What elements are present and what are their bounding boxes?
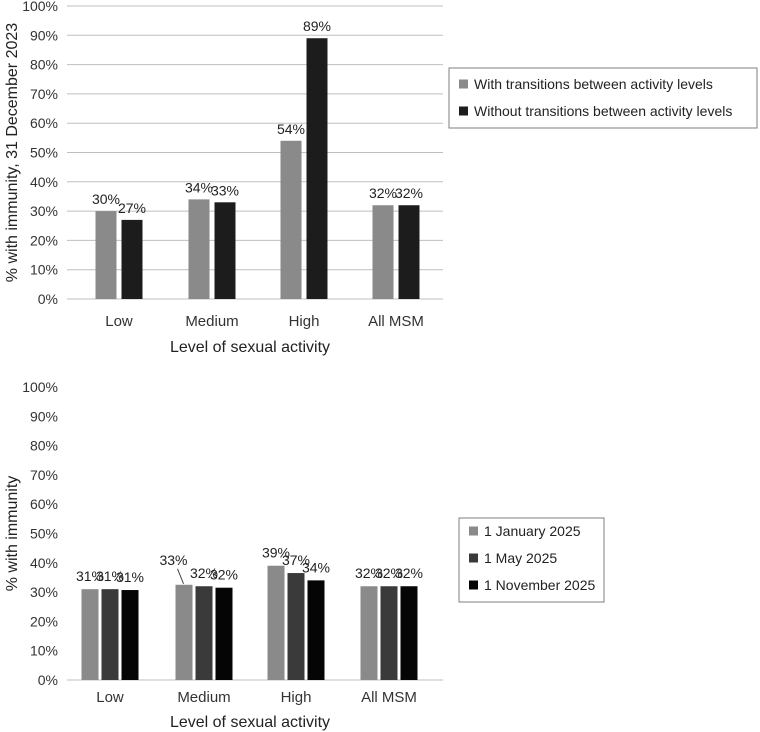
x-tick-label: High <box>289 313 320 330</box>
chart-immunity-2025: 0%10%20%30%40%50%60%70%80%90%100%31%31%3… <box>4 379 605 731</box>
x-axis-title: Level of sexual activity <box>170 714 330 731</box>
data-label: 89% <box>303 18 331 34</box>
data-label: 27% <box>118 200 146 216</box>
y-tick-label: 0% <box>38 672 58 688</box>
bar <box>215 587 233 680</box>
y-tick-label: 60% <box>30 496 58 512</box>
legend-label: Without transitions between activity lev… <box>474 103 732 119</box>
data-label: 31% <box>96 568 124 584</box>
bar <box>307 580 325 680</box>
x-tick-label: High <box>281 689 312 706</box>
x-axis-title: Level of sexual activity <box>170 339 330 356</box>
data-label: 54% <box>277 121 305 137</box>
y-tick-label: 40% <box>30 174 58 190</box>
legend-swatch <box>459 106 468 116</box>
bar <box>398 205 420 299</box>
data-label: 31% <box>76 568 104 584</box>
y-tick-label: 80% <box>30 57 58 73</box>
bar <box>400 586 418 680</box>
data-label: 30% <box>92 191 120 207</box>
y-tick-label: 50% <box>30 145 58 161</box>
bar <box>121 219 143 299</box>
legend-swatch <box>459 79 468 89</box>
y-tick-label: 100% <box>22 0 58 14</box>
y-tick-label: 70% <box>30 86 58 102</box>
bar <box>101 589 119 680</box>
bar <box>280 140 302 299</box>
y-tick-label: 20% <box>30 232 58 248</box>
x-tick-label: Medium <box>185 313 238 330</box>
y-tick-label: 100% <box>22 379 58 395</box>
data-label: 32% <box>190 565 218 581</box>
y-tick-label: 30% <box>30 203 58 219</box>
legend-swatch <box>469 580 478 590</box>
y-tick-label: 0% <box>38 291 58 307</box>
data-label: 33% <box>159 552 187 568</box>
data-label: 37% <box>282 552 310 568</box>
bar <box>306 38 328 299</box>
bar <box>287 573 305 680</box>
y-tick-label: 90% <box>30 27 58 43</box>
bar <box>267 565 285 680</box>
x-tick-label: Medium <box>177 689 230 706</box>
data-label: 32% <box>375 565 403 581</box>
bar <box>380 586 398 680</box>
data-label: 31% <box>116 569 144 585</box>
bar <box>121 590 139 680</box>
y-tick-label: 50% <box>30 526 58 542</box>
y-tick-label: 30% <box>30 584 58 600</box>
y-tick-label: 10% <box>30 643 58 659</box>
y-axis-title: % with immunity <box>4 476 21 592</box>
x-tick-label: All MSM <box>361 689 417 706</box>
bar <box>214 202 236 299</box>
data-label: 32% <box>369 185 397 201</box>
data-label: 39% <box>262 545 290 561</box>
bar <box>95 211 117 299</box>
data-label: 34% <box>185 179 213 195</box>
legend-label: With transitions between activity levels <box>474 76 713 92</box>
x-tick-label: Low <box>96 689 124 706</box>
bar <box>372 205 394 299</box>
legend-label: 1 May 2025 <box>484 550 557 566</box>
data-label: 33% <box>211 182 239 198</box>
y-tick-label: 20% <box>30 613 58 629</box>
y-tick-label: 70% <box>30 467 58 483</box>
y-tick-label: 80% <box>30 438 58 454</box>
bar <box>360 586 378 680</box>
data-label: 34% <box>302 559 330 575</box>
legend-swatch <box>469 553 478 563</box>
bar <box>81 589 99 680</box>
legend-swatch <box>469 526 478 536</box>
legend-box <box>448 67 758 129</box>
legend-label: 1 November 2025 <box>484 577 596 593</box>
legend-box <box>458 517 605 603</box>
x-tick-label: All MSM <box>368 313 424 330</box>
y-tick-label: 90% <box>30 408 58 424</box>
bar <box>195 586 213 680</box>
y-tick-label: 60% <box>30 115 58 131</box>
bar <box>188 199 210 299</box>
data-label: 32% <box>395 565 423 581</box>
data-label: 32% <box>395 185 423 201</box>
chart-immunity-2023: 0%10%20%30%40%50%60%70%80%90%100%30%27%L… <box>4 0 758 356</box>
bar <box>175 584 193 680</box>
y-axis-title: % with immunity, 31 December 2023 <box>4 23 21 282</box>
data-label: 32% <box>355 565 383 581</box>
legend-label: 1 January 2025 <box>484 523 581 539</box>
y-tick-label: 40% <box>30 555 58 571</box>
data-label-leader <box>177 568 184 584</box>
x-tick-label: Low <box>105 313 133 330</box>
data-label: 32% <box>210 567 238 583</box>
y-tick-label: 10% <box>30 262 58 278</box>
